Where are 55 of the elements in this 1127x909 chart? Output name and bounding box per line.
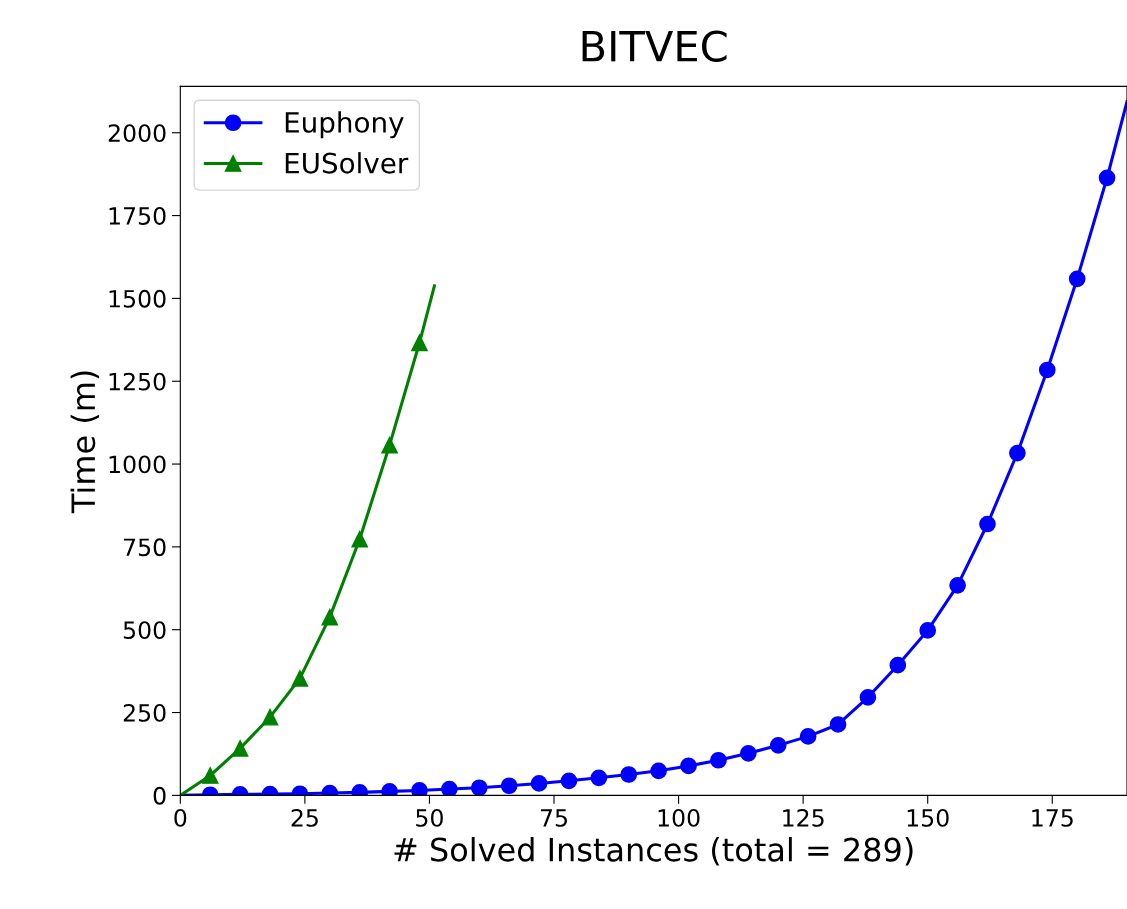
y-tick-label: 1500 — [109, 289, 166, 308]
x-tick-label: 50 — [416, 808, 443, 827]
point — [889, 656, 907, 674]
point — [829, 716, 847, 733]
y-tick-label: 1000 — [109, 455, 166, 474]
y-tick-label: 1750 — [109, 207, 166, 225]
point — [1038, 361, 1056, 379]
y-tick-label: 0 — [153, 786, 166, 805]
x-tick-label: 25 — [291, 808, 318, 827]
point — [291, 670, 309, 687]
point — [441, 780, 458, 796]
y-tick-label: 2000 — [108, 124, 166, 143]
x-tick-label: 100 — [658, 808, 700, 827]
point — [1009, 444, 1026, 462]
point — [321, 608, 339, 626]
point — [949, 576, 966, 594]
point — [680, 757, 697, 775]
line-series — [180, 284, 436, 796]
point — [919, 622, 937, 639]
point — [231, 739, 249, 757]
point — [799, 728, 817, 745]
x-tick-label: 75 — [540, 809, 567, 827]
point — [530, 775, 548, 792]
point — [650, 762, 667, 780]
legend-label: Euphony — [285, 111, 404, 139]
point — [411, 782, 428, 796]
point — [560, 772, 578, 790]
point — [201, 767, 219, 784]
point — [859, 688, 877, 706]
y-tick-label: 1250 — [109, 372, 166, 391]
point — [769, 737, 787, 754]
x-axis-title: # Solved Instances (total = 289) — [394, 836, 913, 866]
x-tick-label: 125 — [783, 808, 824, 827]
point — [411, 334, 428, 352]
x-tick-label: 150 — [907, 808, 949, 827]
legend-label: EUSolver — [285, 152, 409, 174]
point — [710, 751, 727, 769]
x-tick-label: 0 — [174, 808, 187, 827]
chart-title: BITVEC — [582, 30, 727, 62]
y-axis-title: Time (m) — [70, 371, 100, 514]
point — [1098, 169, 1116, 187]
point — [979, 515, 996, 533]
point — [351, 530, 369, 548]
x-tick-label: 175 — [1032, 809, 1073, 827]
point — [1068, 270, 1086, 288]
point — [500, 777, 518, 795]
point — [739, 744, 757, 762]
y-tick-label: 500 — [123, 621, 166, 640]
point — [261, 708, 279, 726]
point — [381, 436, 398, 454]
point — [470, 779, 488, 796]
y-tick-label: 250 — [123, 703, 166, 722]
y-tick-label: 750 — [123, 538, 166, 557]
point — [620, 766, 638, 783]
point — [590, 769, 608, 787]
